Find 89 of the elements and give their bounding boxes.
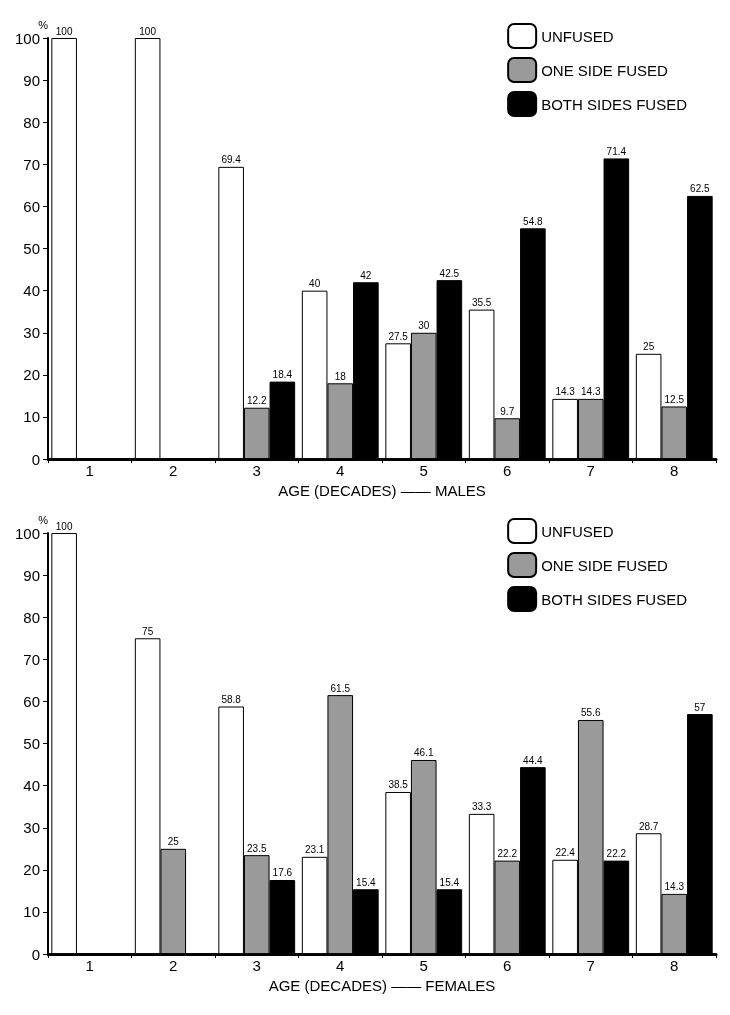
data-label: 58.8	[221, 693, 242, 705]
data-label: 61.5	[330, 682, 351, 694]
data-label: 42.5	[439, 267, 460, 279]
y-tick-label: 10	[23, 408, 40, 426]
data-label: 22.2	[497, 848, 518, 860]
legend-label: BOTH SIDES FUSED	[541, 590, 688, 608]
y-tick-label: 70	[23, 155, 40, 173]
data-label: 23.1	[304, 844, 325, 856]
y-axis-title: %	[38, 19, 49, 32]
data-label: 44.4	[523, 754, 544, 766]
data-label: 38.5	[388, 779, 409, 791]
x-tick-label: 5	[419, 957, 428, 975]
y-tick-label: 20	[23, 861, 40, 879]
data-label: 12.2	[247, 395, 267, 407]
y-tick-label: 30	[23, 819, 40, 837]
y-tick-label: 0	[31, 945, 40, 963]
x-tick-label: 4	[336, 957, 345, 975]
data-label: 100	[55, 520, 73, 532]
y-tick-label: 60	[23, 692, 40, 710]
y-tick-label: 90	[23, 71, 40, 89]
data-label: 62.5	[690, 183, 711, 195]
x-tick-label: 7	[586, 957, 595, 975]
x-axis-title: AGE (DECADES) —— MALES	[278, 482, 486, 499]
data-label: 25	[167, 836, 180, 848]
y-tick-label: 80	[23, 113, 40, 131]
data-label: 30	[418, 320, 430, 332]
y-tick-label: 100	[14, 29, 40, 47]
data-label: 28.7	[638, 820, 659, 832]
data-label: 22.2	[606, 848, 627, 860]
legend-label: ONE SIDE FUSED	[541, 556, 668, 574]
x-tick-label: 1	[85, 957, 94, 975]
data-label: 42	[360, 269, 372, 281]
data-label: 15.4	[356, 876, 377, 888]
data-label: 12.5	[664, 393, 685, 405]
data-label: 17.6	[272, 867, 293, 879]
data-label: 9.7	[500, 405, 515, 417]
y-tick-label: 70	[23, 650, 40, 668]
data-label: 15.4	[439, 876, 460, 888]
legend-label: BOTH SIDES FUSED	[541, 95, 688, 113]
data-label: 18	[334, 370, 347, 382]
y-tick-label: 60	[23, 197, 40, 215]
data-label: 100	[139, 25, 157, 37]
data-label: 54.8	[523, 215, 544, 227]
y-tick-label: 40	[23, 777, 40, 795]
x-tick-label: 7	[586, 462, 595, 480]
data-label: 14.3	[555, 386, 576, 398]
data-label: 46.1	[414, 747, 434, 759]
x-tick-label: 5	[419, 462, 428, 480]
data-label: 35.5	[471, 297, 492, 309]
y-tick-label: 10	[23, 903, 40, 921]
x-tick-label: 3	[252, 957, 261, 975]
y-tick-label: 100	[14, 524, 40, 542]
y-tick-label: 50	[23, 240, 40, 258]
data-label: 69.4	[221, 154, 242, 166]
data-label: 55.6	[581, 707, 601, 719]
data-label: 40	[309, 278, 321, 290]
x-tick-label: 4	[336, 462, 345, 480]
data-label: 25	[643, 341, 655, 353]
y-tick-label: 30	[23, 324, 40, 342]
data-label: 23.5	[247, 842, 267, 854]
x-tick-label: 8	[670, 957, 679, 975]
data-label: 57	[694, 701, 706, 713]
y-tick-label: 40	[23, 282, 40, 300]
y-tick-label: 20	[23, 366, 40, 384]
data-label: 71.4	[606, 145, 627, 157]
data-label: 14.3	[581, 386, 601, 398]
x-tick-label: 2	[169, 462, 178, 480]
x-tick-label: 6	[503, 462, 512, 480]
data-label: 14.3	[664, 881, 685, 893]
y-tick-label: 80	[23, 608, 40, 626]
data-label: 100	[55, 25, 73, 37]
x-axis-title: AGE (DECADES) —— FEMALES	[268, 977, 496, 994]
x-tick-label: 6	[503, 957, 512, 975]
legend-label: UNFUSED	[541, 27, 614, 45]
y-tick-label: 90	[23, 566, 40, 584]
data-label: 27.5	[388, 330, 409, 342]
y-tick-label: 50	[23, 735, 40, 753]
y-tick-label: 0	[31, 450, 40, 468]
data-label: 75	[142, 625, 154, 637]
legend-label: UNFUSED	[541, 522, 614, 540]
x-tick-label: 1	[85, 462, 94, 480]
data-label: 33.3	[471, 801, 492, 813]
data-label: 18.4	[272, 369, 293, 381]
y-axis-title: %	[38, 514, 49, 527]
x-tick-label: 3	[252, 462, 261, 480]
x-tick-label: 8	[670, 462, 679, 480]
x-tick-label: 2	[169, 957, 178, 975]
legend-label: ONE SIDE FUSED	[541, 61, 668, 79]
data-label: 22.4	[555, 847, 576, 859]
